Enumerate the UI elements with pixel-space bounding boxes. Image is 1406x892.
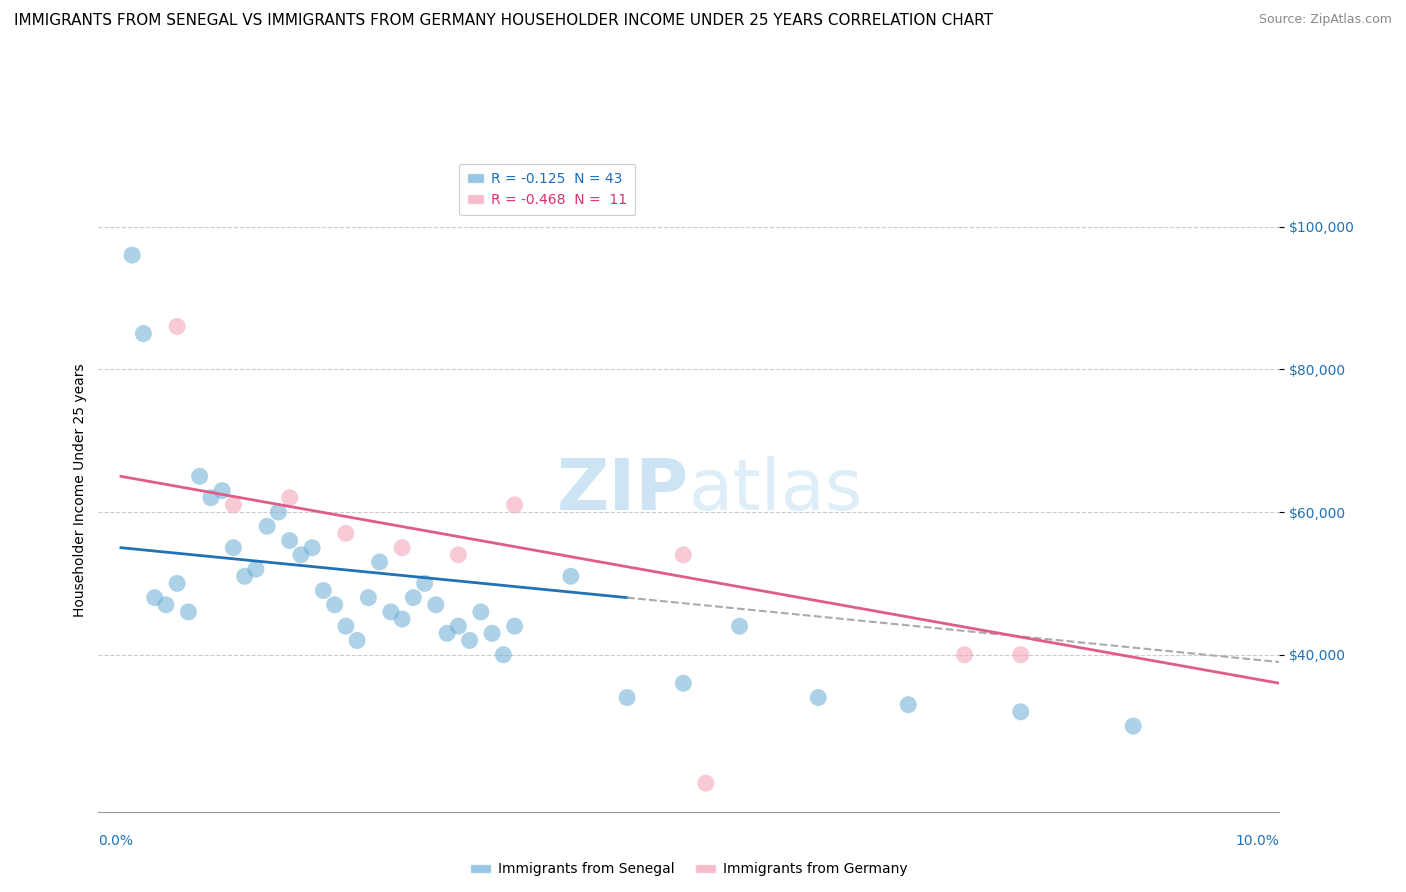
Point [391, 541, 413, 555]
Point [368, 555, 391, 569]
Point [335, 526, 357, 541]
Point [290, 548, 312, 562]
Point [256, 519, 278, 533]
Point [222, 541, 245, 555]
Point [1010, 648, 1032, 662]
Point [492, 648, 515, 662]
Point [166, 319, 188, 334]
Point [695, 776, 717, 790]
Point [807, 690, 830, 705]
Point [121, 248, 143, 262]
Point [233, 569, 256, 583]
Point [177, 605, 200, 619]
Text: atlas: atlas [689, 456, 863, 525]
Point [953, 648, 976, 662]
Point [728, 619, 751, 633]
Point [132, 326, 155, 341]
Text: 10.0%: 10.0% [1236, 834, 1279, 848]
Point [323, 598, 346, 612]
Text: 0.0%: 0.0% [98, 834, 134, 848]
Point [222, 498, 245, 512]
Text: IMMIGRANTS FROM SENEGAL VS IMMIGRANTS FROM GERMANY HOUSEHOLDER INCOME UNDER 25 Y: IMMIGRANTS FROM SENEGAL VS IMMIGRANTS FR… [14, 13, 993, 29]
Point [335, 619, 357, 633]
Point [188, 469, 211, 483]
Point [312, 583, 335, 598]
Point [1010, 705, 1032, 719]
Point [560, 569, 582, 583]
Point [436, 626, 458, 640]
Point [211, 483, 233, 498]
Point [245, 562, 267, 576]
Point [413, 576, 436, 591]
Point [425, 598, 447, 612]
Point [200, 491, 222, 505]
Text: ZIP: ZIP [557, 456, 689, 525]
Point [1122, 719, 1144, 733]
Point [278, 491, 301, 505]
Point [267, 505, 290, 519]
Point [672, 548, 695, 562]
Y-axis label: Householder Income Under 25 years: Householder Income Under 25 years [73, 364, 87, 617]
Point [391, 612, 413, 626]
Point [380, 605, 402, 619]
Legend: Immigrants from Senegal, Immigrants from Germany: Immigrants from Senegal, Immigrants from… [464, 856, 914, 882]
Point [616, 690, 638, 705]
Point [672, 676, 695, 690]
Point [447, 548, 470, 562]
Point [143, 591, 166, 605]
Point [503, 498, 526, 512]
Point [458, 633, 481, 648]
Point [301, 541, 323, 555]
Point [447, 619, 470, 633]
Text: Source: ZipAtlas.com: Source: ZipAtlas.com [1258, 13, 1392, 27]
Point [503, 619, 526, 633]
Point [897, 698, 920, 712]
Point [481, 626, 503, 640]
Point [155, 598, 177, 612]
Point [402, 591, 425, 605]
Point [346, 633, 368, 648]
Point [166, 576, 188, 591]
Point [470, 605, 492, 619]
Point [278, 533, 301, 548]
Point [357, 591, 380, 605]
